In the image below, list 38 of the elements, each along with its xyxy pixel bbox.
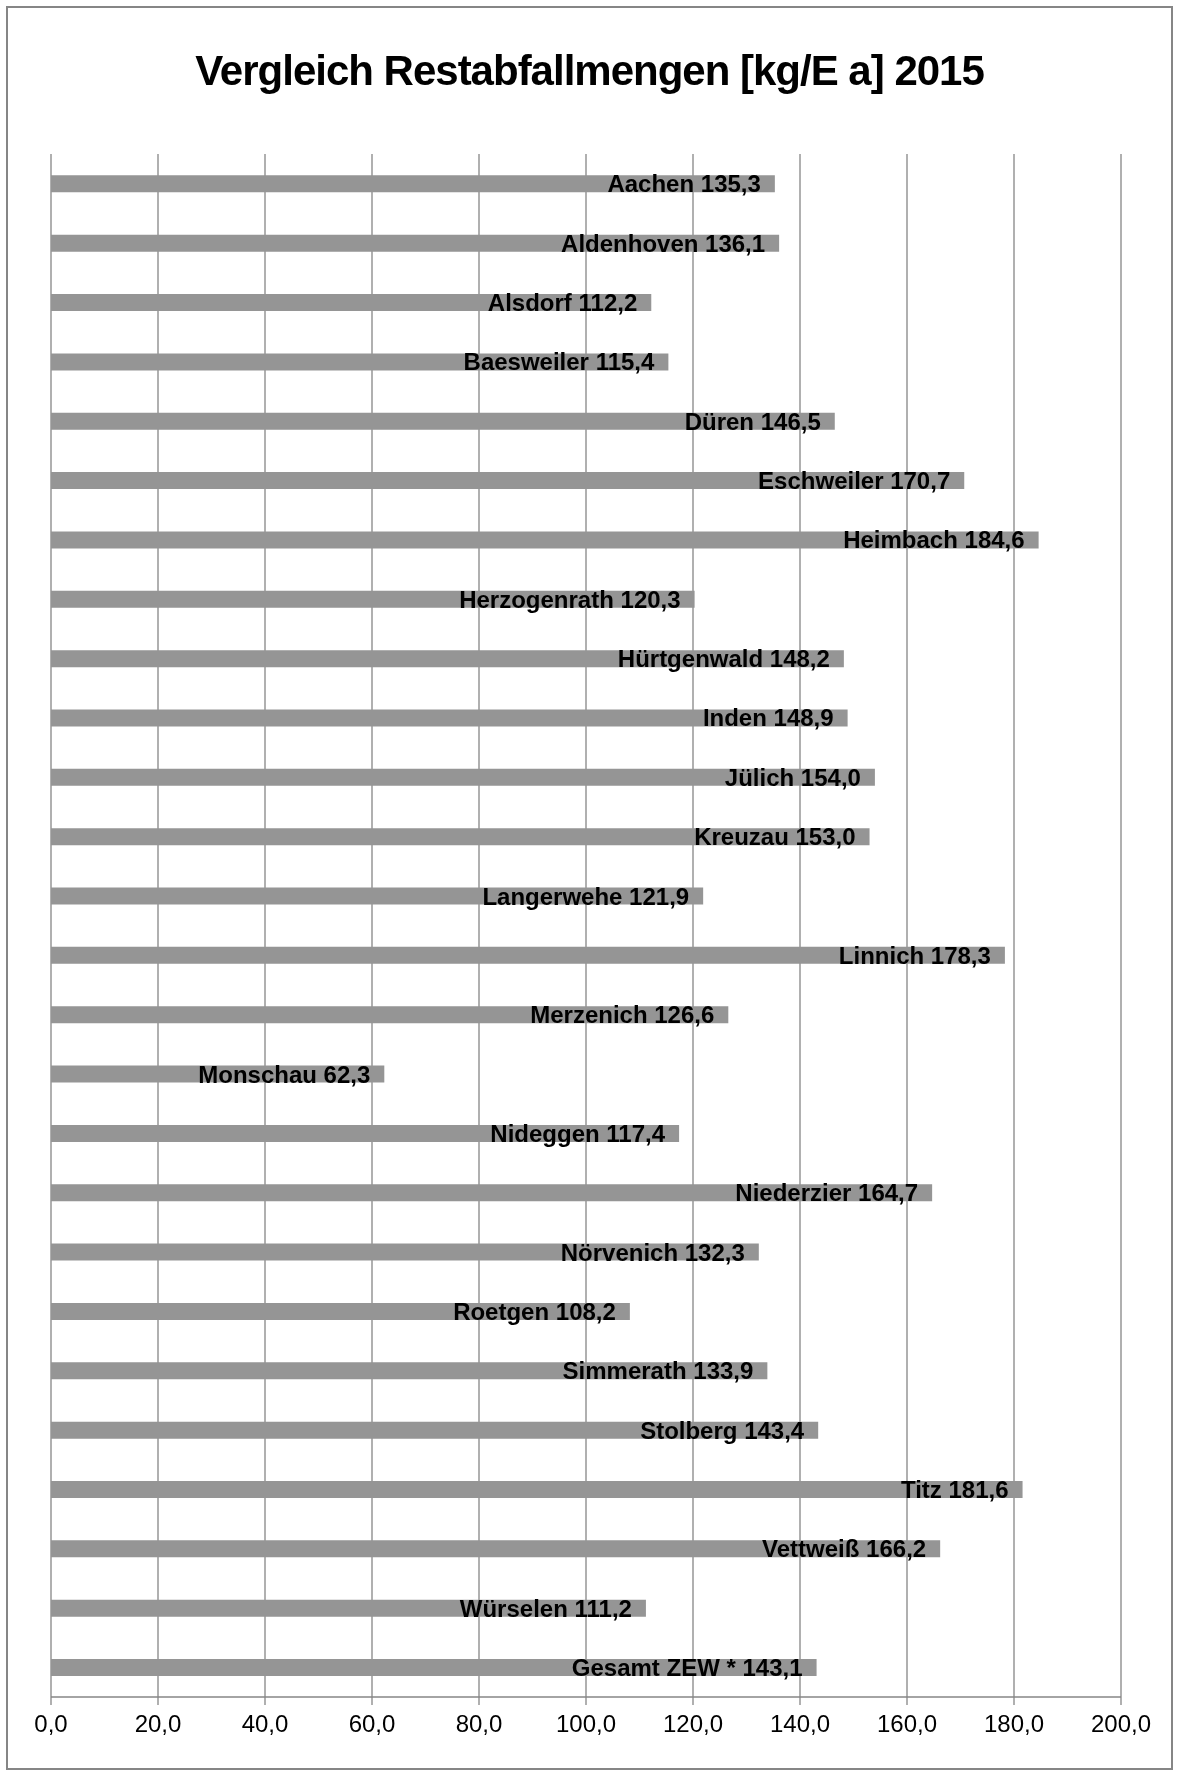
- category-label: Düren 146,5: [684, 407, 821, 435]
- x-tick-label: 160,0: [876, 1710, 938, 1738]
- x-tick-label: 140,0: [769, 1710, 831, 1738]
- category-label: Niederzier 164,7: [735, 1179, 919, 1207]
- category-label: Linnich 178,3: [838, 941, 991, 969]
- x-tick-label: 40,0: [241, 1710, 289, 1738]
- x-tick-label: 120,0: [662, 1710, 724, 1738]
- category-label: Baesweiler 115,4: [463, 348, 655, 376]
- category-label: Gesamt ZEW * 143,1: [571, 1654, 803, 1682]
- x-tick-label: 60,0: [348, 1710, 396, 1738]
- category-label: Kreuzau 153,0: [694, 823, 856, 851]
- category-label: Merzenich 126,6: [530, 1001, 715, 1029]
- x-tick-label: 0,0: [34, 1710, 68, 1738]
- category-label: Hürtgenwald 148,2: [617, 645, 830, 673]
- category-label: Nideggen 117,4: [490, 1119, 666, 1147]
- category-label: Nörvenich 132,3: [560, 1238, 745, 1266]
- x-tick-label: 80,0: [455, 1710, 503, 1738]
- category-label: Monschau 62,3: [198, 1060, 371, 1088]
- category-label: Alsdorf 112,2: [487, 289, 638, 317]
- category-label: Langerwehe 121,9: [482, 882, 690, 910]
- chart-title: Vergleich Restabfallmengen [kg/E a] 2015: [195, 47, 984, 94]
- category-label: Aldenhoven 136,1: [561, 229, 766, 257]
- x-tick-label: 180,0: [983, 1710, 1045, 1738]
- category-label: Jülich 154,0: [724, 763, 861, 791]
- category-label: Eschweiler 170,7: [758, 467, 951, 495]
- category-label: Würselen 111,2: [459, 1594, 632, 1622]
- x-tick-label: 100,0: [555, 1710, 617, 1738]
- x-tick-label: 200,0: [1090, 1710, 1152, 1738]
- category-label: Titz 181,6: [900, 1475, 1009, 1503]
- category-label: Roetgen 108,2: [453, 1297, 616, 1325]
- x-tick-label: 20,0: [134, 1710, 182, 1738]
- category-label: Aachen 135,3: [607, 170, 761, 198]
- category-label: Herzogenrath 120,3: [459, 585, 681, 613]
- category-label: Stolberg 143,4: [640, 1416, 805, 1444]
- category-label: Vettweiß 166,2: [762, 1535, 927, 1563]
- category-label: Heimbach 184,6: [843, 526, 1025, 554]
- category-label: Inden 148,9: [702, 704, 834, 732]
- category-label: Simmerath 133,9: [562, 1357, 754, 1385]
